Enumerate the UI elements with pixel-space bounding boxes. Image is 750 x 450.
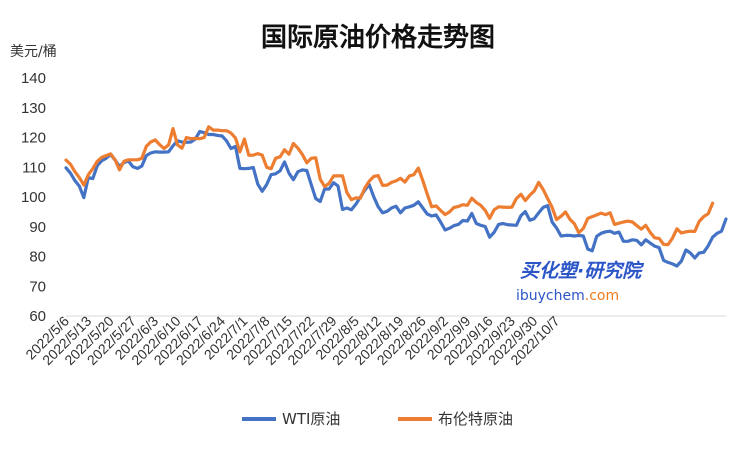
y-tick-label: 90 — [29, 219, 46, 236]
y-tick-label: 70 — [29, 278, 46, 295]
legend-label: WTI原油 — [282, 410, 340, 428]
y-tick-label: 130 — [21, 100, 46, 117]
legend-label: 布伦特原油 — [438, 410, 513, 428]
y-tick-label: 140 — [21, 70, 46, 87]
series-line-0 — [64, 129, 728, 268]
series-lines — [64, 125, 728, 268]
watermark-site: ibuychem.com — [516, 288, 619, 304]
series-line-1 — [64, 125, 715, 247]
watermark-brand: 买化塑·研究院 — [520, 260, 644, 282]
y-tick-label: 100 — [21, 189, 46, 206]
watermark: 买化塑·研究院 ibuychem.com — [516, 260, 644, 304]
y-axis-label: 美元/桶 — [10, 44, 57, 60]
y-tick-label: 110 — [22, 159, 46, 176]
y-tick-label: 60 — [29, 308, 46, 325]
y-tick-label: 120 — [21, 130, 46, 147]
y-ticks: 60 70 80 90 100 110 120 130 140 — [21, 70, 46, 325]
chart-title: 国际原油价格走势图 — [261, 22, 495, 53]
legend: WTI原油 布伦特原油 — [242, 410, 513, 428]
x-ticks: 2022/5/62022/5/132022/5/202022/5/272022/… — [22, 313, 563, 369]
watermark-site-suffix: .com — [585, 288, 619, 304]
y-tick-label: 80 — [29, 249, 46, 266]
watermark-site-prefix: ibuychem — [516, 288, 585, 304]
